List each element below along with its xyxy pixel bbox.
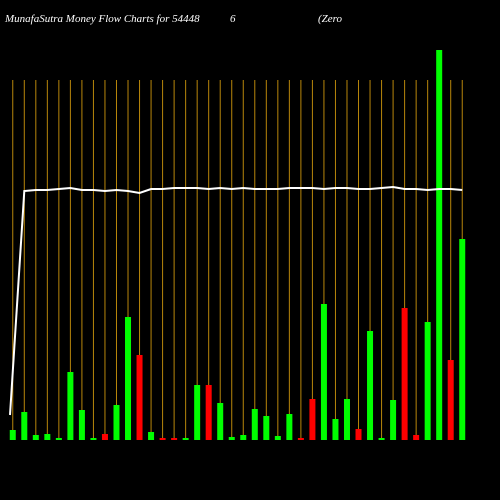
bar [78, 410, 85, 440]
bar [367, 331, 374, 440]
bar [343, 399, 350, 440]
bar [401, 308, 408, 440]
bar [32, 435, 39, 440]
bar [67, 372, 74, 440]
bar [136, 355, 143, 440]
bar [274, 436, 281, 440]
bar [101, 434, 108, 440]
chart-title: 6 [230, 13, 236, 25]
bar [240, 435, 247, 440]
chart-title: (Zero [318, 13, 343, 25]
bar [251, 409, 258, 440]
bar [424, 322, 431, 440]
bar [320, 304, 327, 440]
bar [263, 416, 270, 440]
money-flow-line [9, 185, 463, 416]
bar [159, 438, 166, 440]
bar [125, 317, 132, 440]
bar [413, 435, 420, 440]
bar [113, 405, 120, 440]
bar [90, 438, 97, 440]
bar [309, 399, 316, 440]
bar [459, 239, 466, 440]
bar [297, 438, 304, 440]
bar [9, 430, 16, 440]
bar [182, 438, 189, 440]
bar [447, 360, 454, 440]
bar [194, 385, 201, 440]
chart-title: MunafaSutra Money Flow Charts for 54448 [4, 13, 200, 25]
bar [171, 438, 178, 440]
bar [44, 434, 51, 440]
bar [21, 412, 28, 440]
bar [436, 50, 443, 440]
bar [228, 437, 235, 440]
bar [286, 414, 293, 440]
bar [148, 432, 155, 440]
bar [332, 419, 339, 440]
bar [217, 403, 224, 440]
bar [355, 429, 362, 440]
bar [55, 438, 62, 440]
bar [378, 438, 385, 440]
bar [205, 385, 212, 440]
bar [390, 400, 397, 440]
